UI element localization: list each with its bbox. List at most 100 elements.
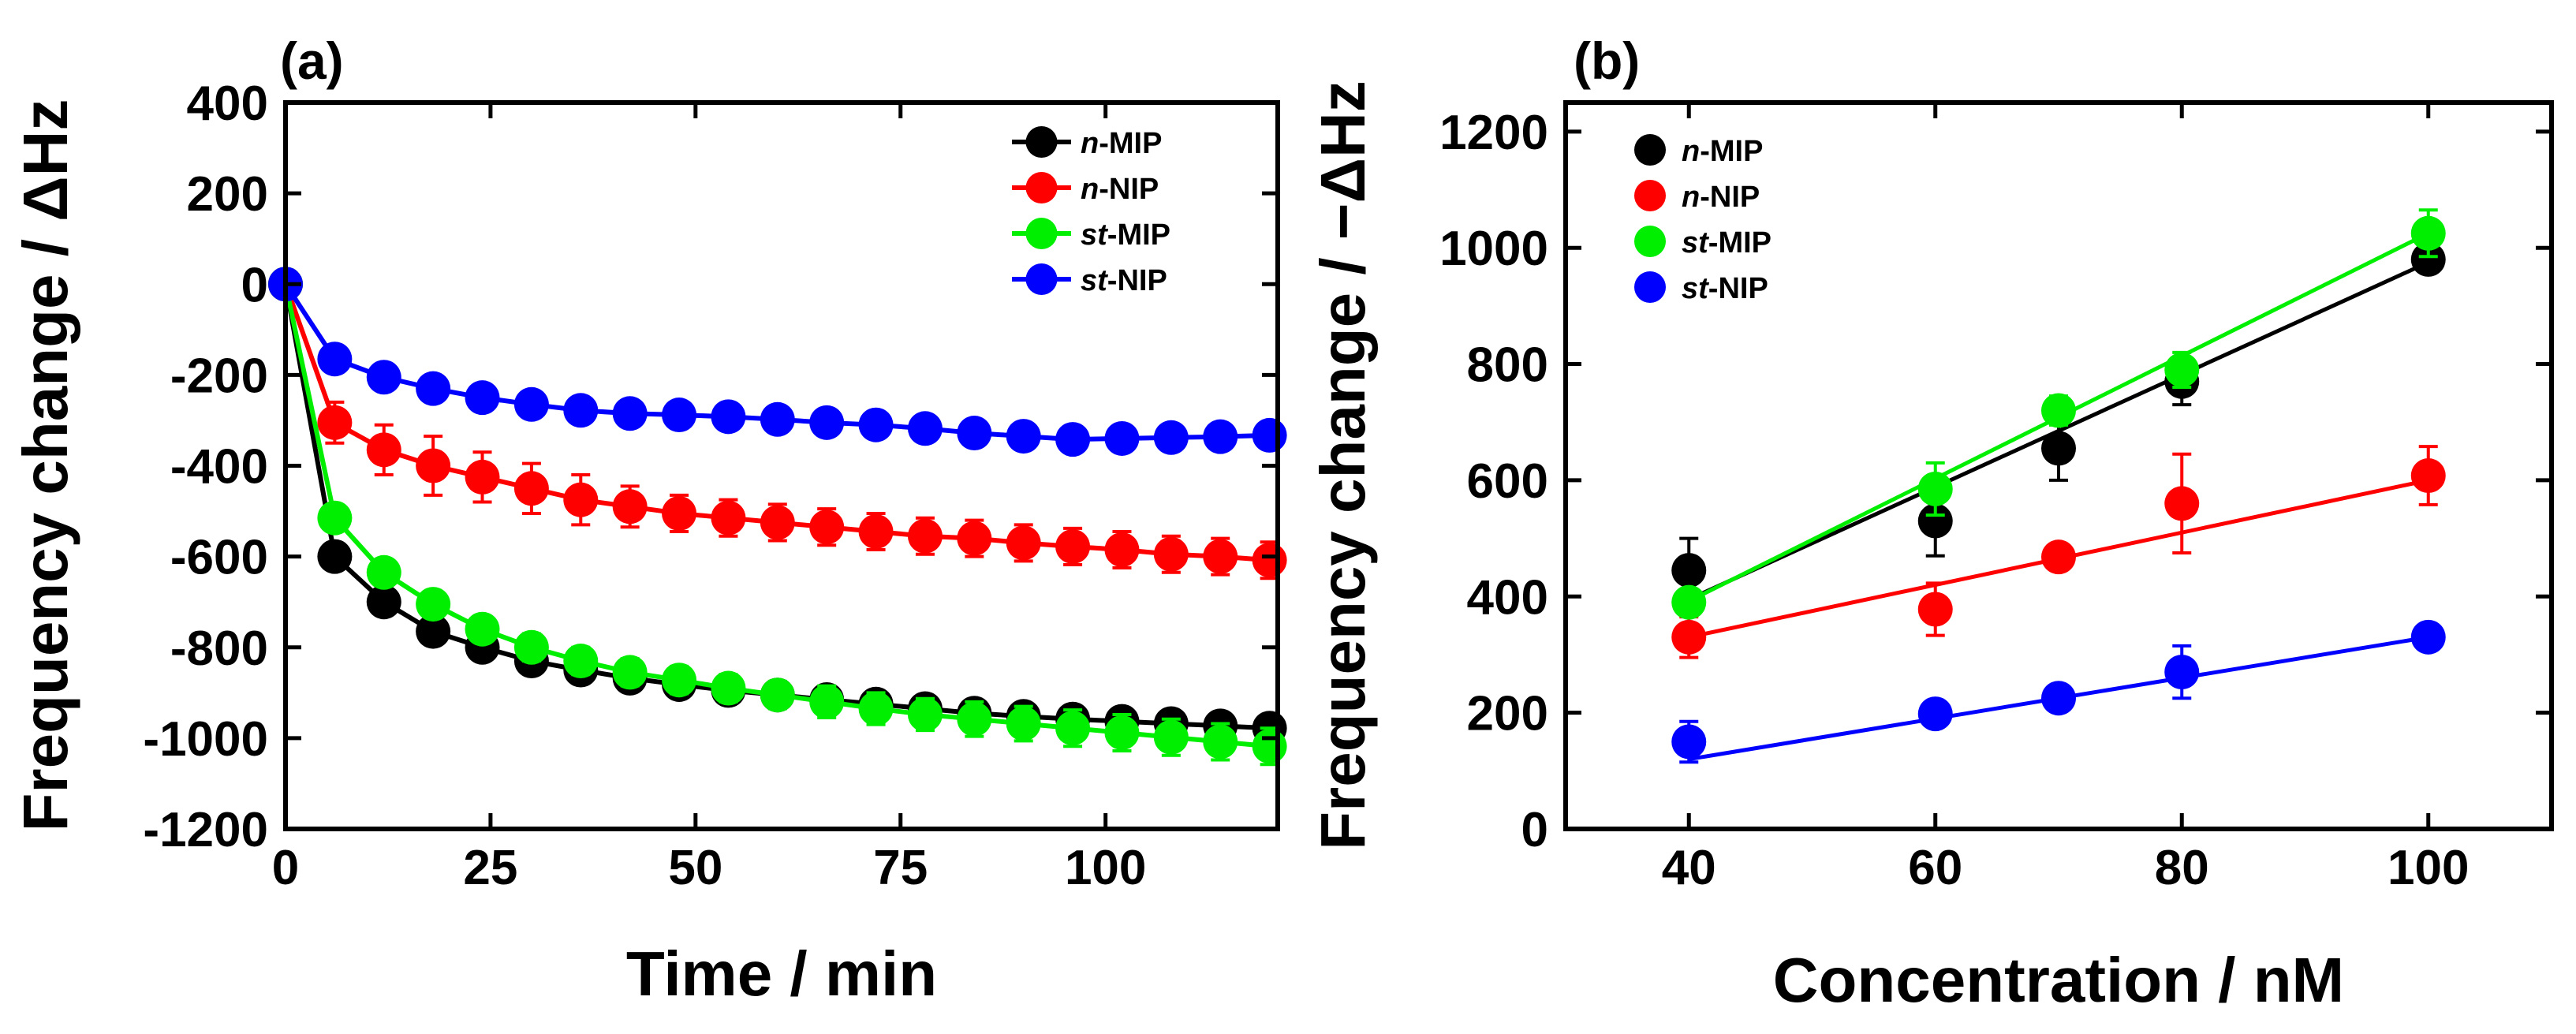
panel-a-y-tick-label: -400 [170,440,268,495]
panel-a-series-st-nip-point [1153,420,1189,455]
panel-a-series-st-mip-point [1153,719,1189,755]
panel-b-label: (b) [1574,32,1640,90]
panel-b-series-st-mip [1671,208,2446,620]
panel-a-series-n-nip-point [1252,543,1287,578]
panel-a-legend-item-n-nip: n-NIP [1012,172,1159,206]
panel-a-legend-item-st-nip: st-NIP [1012,263,1167,297]
panel-a-series-st-mip-point [1006,706,1041,741]
panel-a-legend-label-suffix: -MIP [1107,218,1170,252]
panel-b-legend-label-prefix: n [1682,135,1700,168]
panel-b-data [1671,208,2446,764]
panel-a-series-st-mip-point [612,655,648,690]
panel-b-x-tick-label: 40 [1662,841,1716,895]
panel-a-series-n-mip-point [317,539,353,574]
panel-b-x-tick-label: 80 [2155,841,2209,895]
panel-a-series-st-mip-point [957,701,992,737]
panel-a-series-st-nip-point [1055,422,1091,457]
panel-a-series-n-nip-point [907,518,943,554]
panel-a-series-n-nip-point [1006,525,1041,561]
panel-a-series-st-nip [268,267,1287,457]
panel-a-x-tick-label: 50 [668,841,722,895]
panel-b-y-tick-label: 0 [1521,803,1548,857]
panel-b-series-st-nip [1671,619,2446,764]
panel-a-series-n-nip [268,267,1287,580]
panel-b-y-axis-title: Frequency change / −ΔHz [1308,80,1378,850]
panel-a-series-st-mip-point [1055,711,1091,746]
panel-a-legend-label: st-NIP [1081,264,1167,297]
panel-a-series-n-nip-point [1104,532,1140,567]
panel-a-x-tick-label: 0 [272,841,299,895]
panel-a-series-st-nip-point [1104,420,1140,456]
panel-b-legend-item-st-nip: st-NIP [1634,271,1768,305]
panel-a-chart: (a) 0 25 50 75 100 400 200 0 -200 -400 -600 -800 -10… [10,32,1287,1009]
panel-a-series-st-nip-point [366,360,401,395]
panel-a-series-n-nip-point [366,432,401,468]
panel-a-legend-marker [1025,172,1058,203]
panel-b-legend-label-prefix: st [1682,272,1709,305]
panel-a-legend-label-prefix: st [1081,218,1108,252]
panel-b-y-tick-label: 800 [1467,338,1548,393]
panel-a-series-st-nip-point [662,398,697,433]
panel-a-series-st-nip-point [809,405,845,440]
panel-a-legend-item-n-mip: n-MIP [1012,126,1162,160]
panel-a-series-st-mip-point [1104,715,1140,750]
panel-b-series-st-nip-point [2410,619,2446,655]
panel-a-series-st-mip-point [1252,729,1287,764]
panel-a-legend-marker [1025,218,1058,249]
panel-a-series-st-nip-point [416,371,451,406]
panel-a-series-n-nip-point [711,500,746,536]
panel-b-legend-label: st-NIP [1682,272,1768,305]
panel-b-y-tick-label: 400 [1467,570,1548,625]
panel-a-series-n-nip-point [317,405,353,440]
panel-a-series-st-nip-point [858,407,894,442]
panel-a-series-n-nip-point [465,459,500,495]
panel-a-y-tick-label: -1000 [143,712,268,767]
panel-a-x-axis-title: Time / min [626,939,937,1009]
panel-b-legend-marker [1634,134,1666,166]
panel-b-series-st-mip-point [1671,584,1707,620]
panel-a-legend-label-prefix: n [1081,173,1099,206]
panel-a-series-st-mip-point [563,644,599,679]
panel-a-series-st-nip-point [612,396,648,431]
panel-b-series-st-nip-point [1671,724,1707,760]
panel-b-series-st-mip-point [2164,352,2200,387]
panel-a-legend-item-st-mip: st-MIP [1012,218,1170,252]
panel-a-series-n-nip-point [612,489,648,524]
panel-b-series-n-mip-point [1671,553,1707,588]
panel-b-legend-item-n-mip: n-MIP [1634,134,1763,168]
panel-a-y-tick-label: -1200 [143,803,268,857]
panel-a-series-st-nip-point [317,342,353,377]
panel-a-series-n-nip-point [416,448,451,483]
panel-b-y-tick-label: 200 [1467,687,1548,741]
panel-b-y-tick-label: 1000 [1439,222,1548,276]
panel-b-series-n-nip-point [2410,458,2446,494]
panel-a-x-tick-label: 100 [1065,841,1146,895]
panel-b-series-n-mip-point [1917,503,1953,539]
panel-a-series-n-nip-point [513,471,549,506]
panel-a-series-st-mip-point [760,678,795,713]
panel-a-series-st-mip-point [711,670,746,706]
panel-b-legend-label: st-MIP [1682,226,1771,259]
panel-a-series-st-nip-point [1203,419,1238,454]
panel-a-series-st-nip-point [1006,419,1041,454]
panel-b-legend-item-n-nip: n-NIP [1634,180,1760,214]
panel-b-x-axis-title: Concentration / nM [1773,945,2344,1015]
panel-b-series-n-nip-point [1917,592,1953,627]
panel-a-series-st-mip-point [662,663,697,698]
panel-a-series-n-nip-point [1153,536,1189,572]
panel-a-series-n-nip-point [1203,539,1238,574]
panel-a-series-n-nip-point [957,521,992,556]
panel-a-series-st-nip-point [957,416,992,451]
panel-a-series-st-mip-point [366,554,401,590]
panel-a-series-st-mip-point [465,611,500,647]
panel-a-series-st-nip-point [513,386,549,422]
panel-a-series-st-nip-point [1252,417,1287,453]
panel-b-legend-label-suffix: -MIP [1708,226,1771,259]
panel-b-legend-marker [1634,180,1666,211]
panel-a-series-st-nip-point [465,380,500,416]
panel-a-legend-label: st-MIP [1081,218,1170,252]
panel-a-legend-label-prefix: n [1081,127,1099,160]
